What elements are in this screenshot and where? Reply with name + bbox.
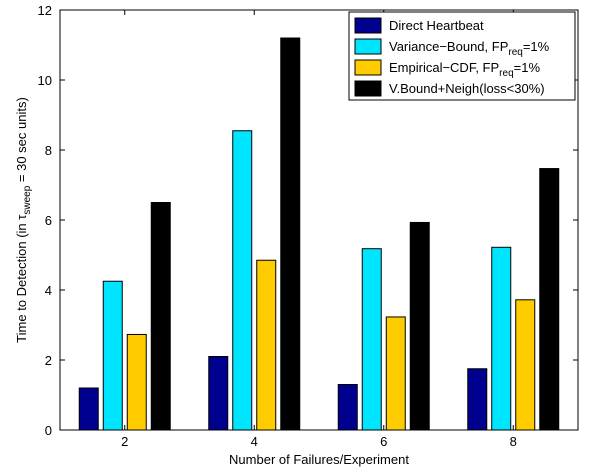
- y-tick-label: 2: [45, 353, 52, 368]
- x-tick-label: 2: [121, 434, 128, 449]
- bar-3-6: [385, 316, 406, 431]
- x-tick-label: 8: [510, 434, 517, 449]
- y-axis-label-suffix: = 30 sec units): [14, 97, 29, 186]
- y-axis-label: Time to Detection (in τsweep = 30 sec un…: [14, 97, 33, 343]
- legend-swatch-4: [354, 80, 382, 97]
- legend-label-main: V.Bound+Neigh(loss<30%): [389, 81, 545, 96]
- bar-2-2: [102, 280, 123, 431]
- legend-label-subscript: req: [499, 68, 513, 79]
- legend-label-3: Empirical−CDF, FPreq=1%: [389, 60, 540, 79]
- y-tick-label: 12: [38, 3, 52, 18]
- bar-1-4: [208, 356, 229, 431]
- bar-1-2: [78, 387, 99, 431]
- y-tick-label: 4: [45, 283, 52, 298]
- legend-swatch-3: [354, 59, 382, 76]
- legend-label-2: Variance−Bound, FPreq=1%: [389, 39, 550, 58]
- bar-3-8: [515, 299, 536, 431]
- y-tick-label: 8: [45, 143, 52, 158]
- bar-2-4: [232, 130, 253, 431]
- bar-2-8: [491, 246, 512, 431]
- bar-4-8: [539, 168, 560, 431]
- bar-4-6: [409, 221, 430, 431]
- y-axis-label-symbol: τ: [14, 214, 29, 220]
- y-axis-ticks: 0 2 4 6 8 10 12: [38, 3, 578, 438]
- legend-label-subscript: req: [508, 47, 522, 58]
- bar-1-8: [467, 368, 488, 431]
- y-tick-label: 6: [45, 213, 52, 228]
- bar-4-2: [150, 202, 171, 431]
- legend-label-1: Direct Heartbeat: [389, 18, 484, 33]
- legend-swatch-2: [354, 38, 382, 55]
- x-tick-label: 6: [380, 434, 387, 449]
- y-tick-label: 0: [45, 423, 52, 438]
- y-axis-label-subscript: sweep: [22, 185, 33, 214]
- legend-swatch-1: [354, 17, 382, 34]
- y-tick-label: 10: [38, 73, 52, 88]
- legend-label-main: Empirical−CDF, FP: [389, 60, 499, 75]
- bar-1-6: [337, 384, 358, 431]
- legend-label-4: V.Bound+Neigh(loss<30%): [389, 81, 545, 96]
- bars-group: [78, 37, 560, 431]
- legend-box: [348, 11, 576, 101]
- bar-3-2: [126, 333, 147, 431]
- legend-label-tail: =1%: [523, 39, 550, 54]
- bar-4-4: [280, 37, 301, 431]
- x-axis-label: Number of Failures/Experiment: [229, 452, 409, 467]
- legend-label-tail: =1%: [514, 60, 541, 75]
- legend-label-main: Direct Heartbeat: [389, 18, 484, 33]
- legend-label-main: Variance−Bound, FP: [389, 39, 508, 54]
- bar-3-4: [256, 259, 277, 431]
- x-tick-label: 4: [251, 434, 258, 449]
- y-axis-label-prefix: Time to Detection (in: [14, 220, 29, 343]
- bar-2-6: [361, 248, 382, 431]
